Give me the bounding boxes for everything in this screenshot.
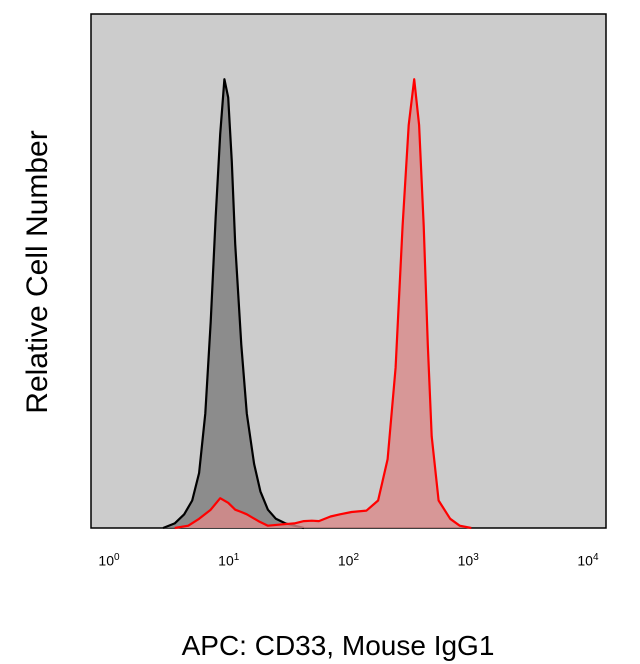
x-tick-label: 100 xyxy=(98,552,120,569)
x-axis-label: APC: CD33, Mouse IgG1 xyxy=(181,630,495,661)
x-tick-label: 102 xyxy=(337,552,360,569)
x-tick-label: 103 xyxy=(457,552,479,569)
series-2-area xyxy=(174,79,472,528)
y-axis-label: Relative Cell Number xyxy=(21,130,54,414)
series-1-area xyxy=(163,79,304,528)
series-2-line xyxy=(174,78,472,530)
plot-area xyxy=(90,13,607,529)
x-tick-label: 101 xyxy=(218,552,240,569)
series-1-line xyxy=(162,78,305,530)
x-tick-label: 104 xyxy=(577,552,599,569)
series-layer xyxy=(162,78,472,530)
